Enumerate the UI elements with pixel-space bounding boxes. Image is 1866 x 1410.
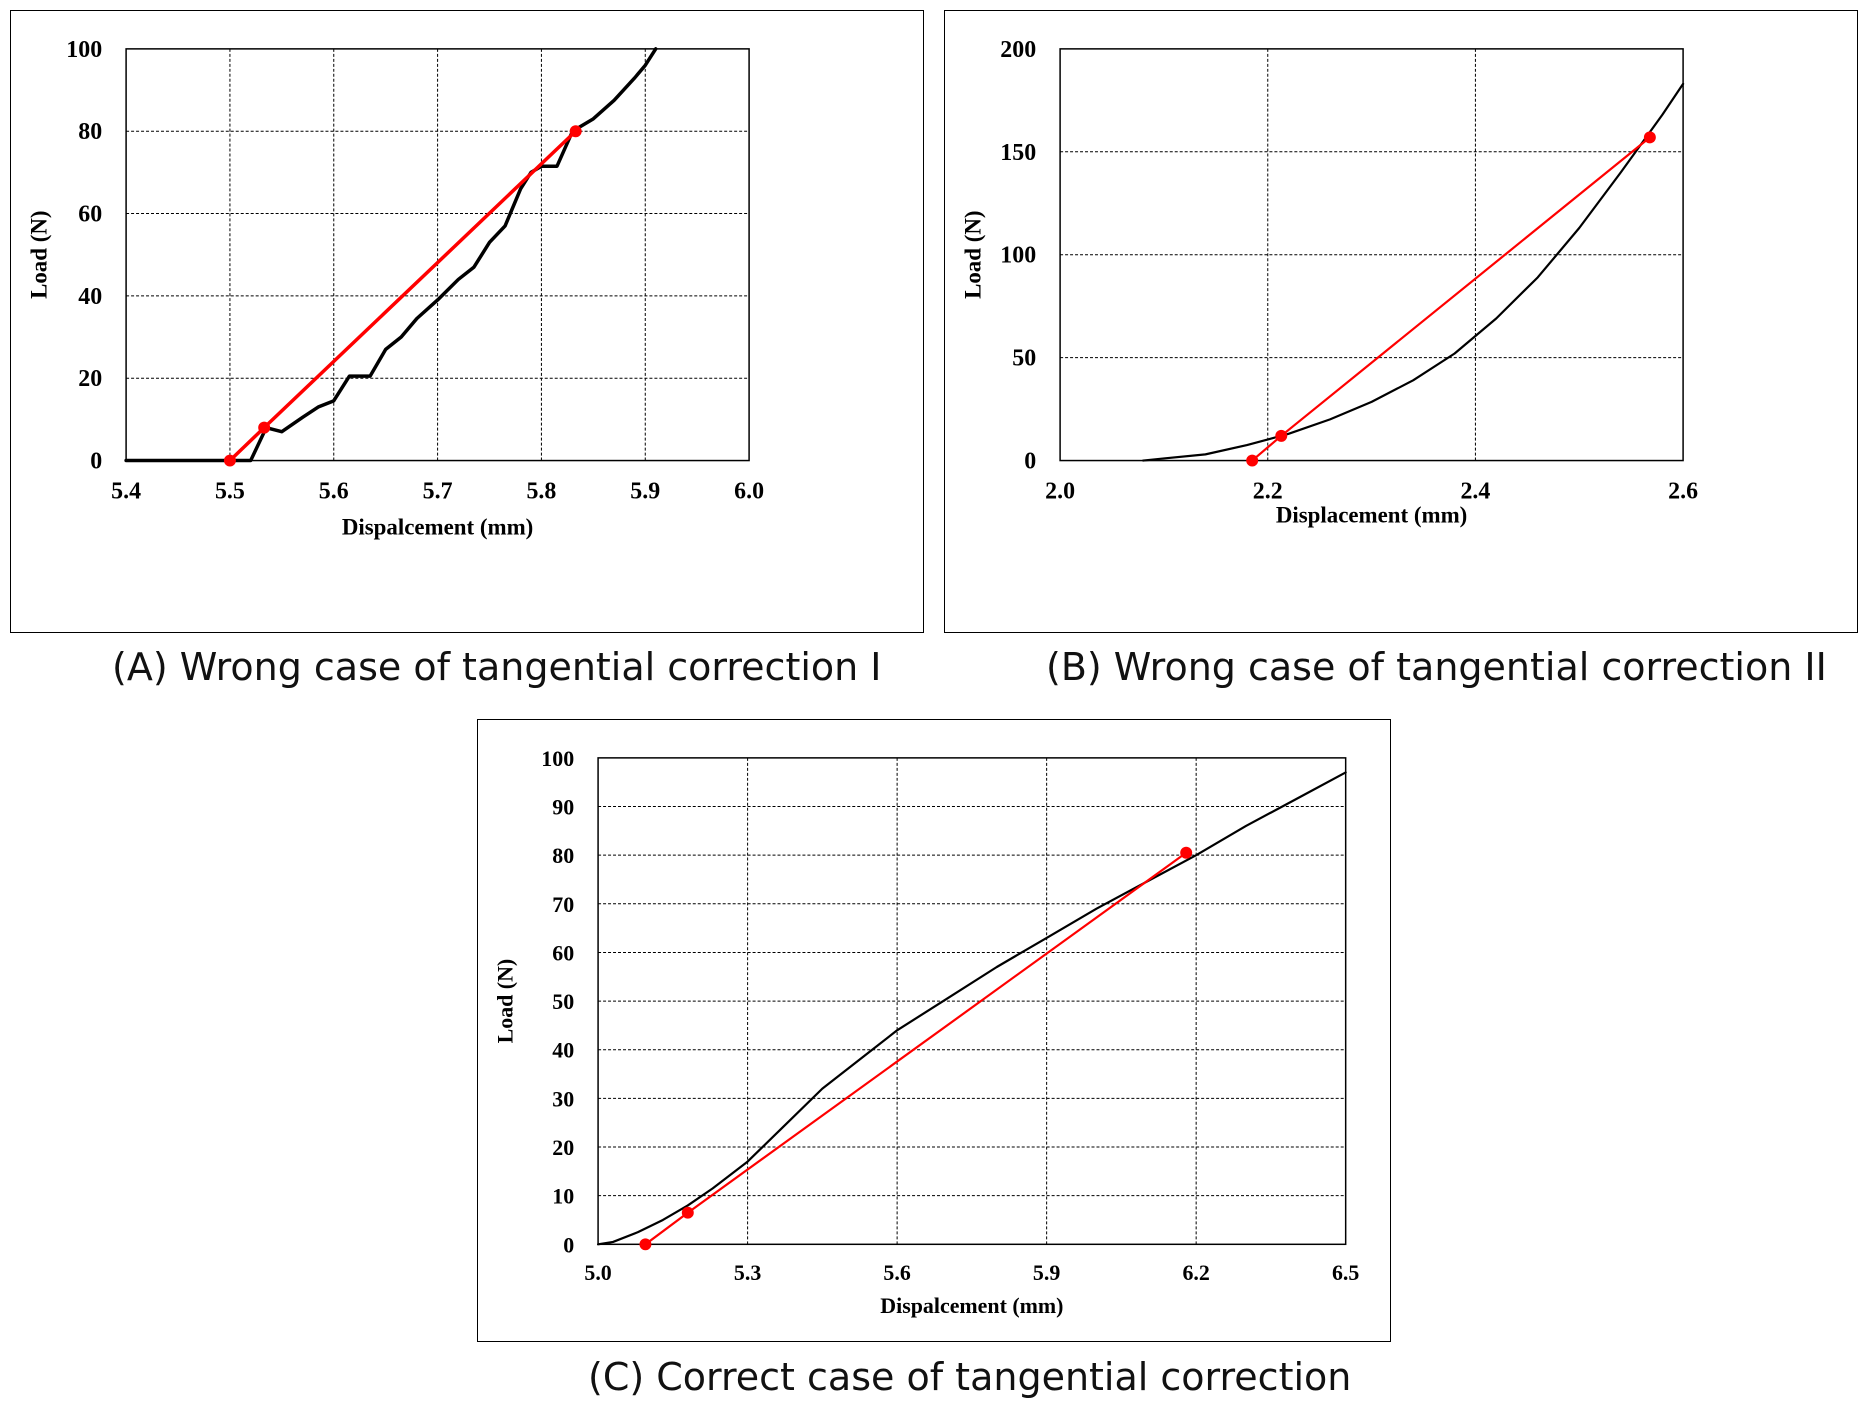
y-tick-label: 0 <box>1024 449 1036 475</box>
y-tick-label: 40 <box>78 284 102 310</box>
curve-line-b <box>1142 82 1685 462</box>
caption-a: (A) Wrong case of tangential correction … <box>112 645 882 689</box>
x-tick-label: 5.6 <box>883 1260 910 1285</box>
x-axis-label: Dispalcement (mm) <box>342 514 533 539</box>
y-tick-label: 80 <box>552 843 574 868</box>
y-tick-label: 100 <box>1000 243 1036 269</box>
chart-panel-b: 2.0 2.2 2.4 2.6 0 50 100 150 200 Displacement (mm… <box>944 10 1858 633</box>
x-tick-label: 5.9 <box>1033 1260 1060 1285</box>
x-tick-label: 5.8 <box>526 478 556 504</box>
tangent-point-marker <box>1180 846 1193 859</box>
y-tick-label: 200 <box>1000 37 1036 63</box>
x-tick-label: 2.2 <box>1253 478 1283 504</box>
tangent-line-b <box>1251 136 1651 462</box>
x-axis-label: Dispalcement (mm) <box>880 1293 1063 1318</box>
y-tick-label: 60 <box>78 202 102 228</box>
chart-c-svg: 5.0 5.3 5.6 5.9 6.2 6.5 0 10 20 30 40 50 60 70 80 90 100… <box>492 746 1359 1318</box>
tangent-point-marker <box>1275 429 1288 442</box>
y-tick-label: 0 <box>563 1232 574 1257</box>
x-tick-label: 5.4 <box>111 478 141 504</box>
tangent-point-marker <box>1246 454 1259 467</box>
y-tick-label: 150 <box>1000 140 1036 166</box>
chart-b-svg: 2.0 2.2 2.4 2.6 0 50 100 150 200 Displacement (mm… <box>960 37 1698 528</box>
x-tick-label: 5.7 <box>423 478 453 504</box>
plot-area-c <box>597 757 1347 1246</box>
x-tick-label: 5.6 <box>319 478 349 504</box>
y-tick-label: 30 <box>552 1086 574 1111</box>
x-tick-label: 5.9 <box>630 478 660 504</box>
y-tick-label: 20 <box>78 366 102 392</box>
x-tick-label: 2.6 <box>1668 478 1698 504</box>
tangent-point-marker <box>258 421 271 434</box>
y-tick-label: 100 <box>541 746 574 771</box>
y-tick-label: 0 <box>90 449 102 475</box>
chart-panel-c: 5.0 5.3 5.6 5.9 6.2 6.5 0 10 20 30 40 50 60 70 80 90 100… <box>477 719 1391 1342</box>
y-tick-label: 50 <box>552 989 574 1014</box>
y-tick-label: 90 <box>552 794 574 819</box>
curve-line-c <box>596 771 1347 1246</box>
x-tick-label: 2.0 <box>1045 478 1075 504</box>
x-tick-label: 6.5 <box>1332 1260 1359 1285</box>
x-tick-label: 6.2 <box>1182 1260 1209 1285</box>
plot-area-b <box>1059 48 1684 462</box>
y-tick-label: 100 <box>66 37 102 63</box>
tangent-point-marker <box>223 454 236 467</box>
y-axis-label: Load (N) <box>960 210 985 298</box>
y-tick-label: 60 <box>552 940 574 965</box>
y-tick-label: 80 <box>78 119 102 145</box>
x-tick-label: 5.0 <box>584 1260 611 1285</box>
curve-line-a <box>124 47 658 463</box>
x-tick-label: 2.4 <box>1460 478 1490 504</box>
caption-c: (C) Correct case of tangential correctio… <box>588 1355 1352 1399</box>
tangent-point-marker <box>1643 131 1656 144</box>
y-tick-label: 70 <box>552 892 574 917</box>
y-tick-label: 20 <box>552 1135 574 1160</box>
y-tick-label: 10 <box>552 1184 574 1209</box>
y-tick-label: 40 <box>552 1038 574 1063</box>
x-axis-label: Displacement (mm) <box>1276 502 1467 527</box>
tangent-line-c <box>644 851 1188 1246</box>
y-tick-label: 50 <box>1012 346 1036 372</box>
y-axis-label: Load (N) <box>26 210 51 298</box>
chart-a-svg: 5.4 5.5 5.6 5.7 5.8 5.9 6.0 0 20 40 60 80 100 Dispalc… <box>26 37 764 539</box>
x-tick-label: 6.0 <box>734 478 764 504</box>
tangent-point-marker <box>569 125 582 138</box>
caption-b: (B) Wrong case of tangential correction … <box>1046 645 1827 689</box>
tangent-point-marker <box>639 1238 652 1251</box>
x-tick-label: 5.3 <box>734 1260 761 1285</box>
chart-panel-a: 5.4 5.5 5.6 5.7 5.8 5.9 6.0 0 20 40 60 80 100 Dispalc… <box>10 10 924 633</box>
x-tick-label: 5.5 <box>215 478 245 504</box>
y-axis-label: Load (N) <box>492 959 517 1044</box>
tangent-point-marker <box>681 1206 694 1219</box>
